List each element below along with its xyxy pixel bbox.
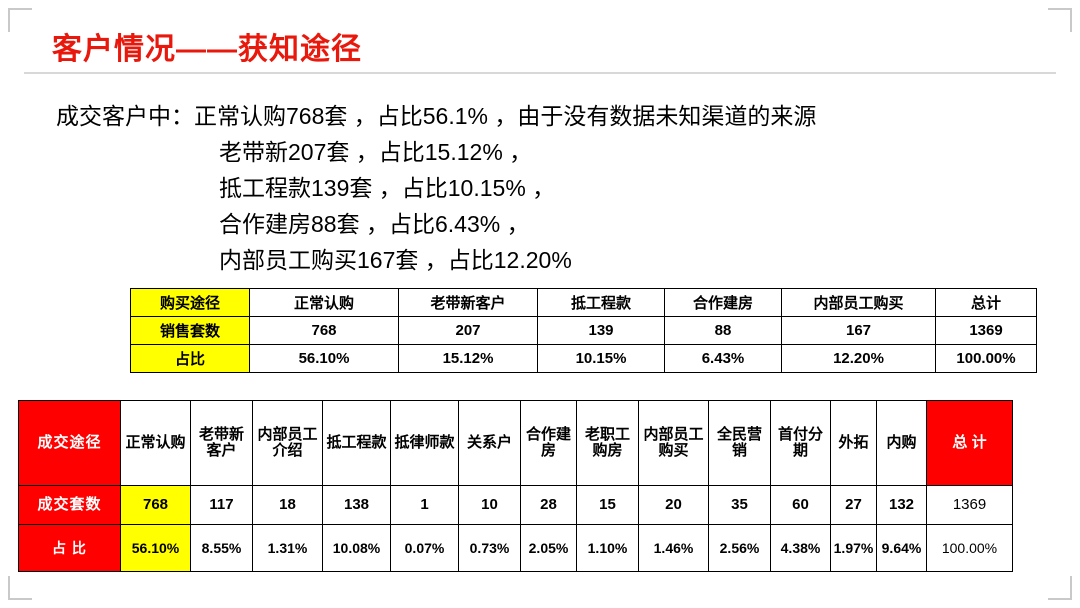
table2-cell: 20 (638, 485, 709, 525)
table2-cell: 15 (576, 485, 639, 525)
corner-mark-bottom-right (1048, 576, 1072, 600)
table2-cell: 0.73% (458, 524, 521, 572)
body-line-3: 抵工程款139套 ，占比10.15% ， (219, 175, 556, 201)
table2-cell: 27 (830, 485, 877, 525)
table2-header-cell: 全民营销 (708, 400, 771, 486)
body-line-5: 内部员工购买167套 ，占比12.20% (219, 247, 572, 273)
table2-cell: 1.97% (830, 524, 877, 572)
table2-cell: 9.64% (876, 524, 927, 572)
table2-cell: 2.05% (520, 524, 577, 572)
table1-header-cell: 合作建房 (664, 288, 782, 317)
table2-cell: 8.55% (190, 524, 253, 572)
detail-table: 成交途径 正常认购 老带新客户 内部员工介绍 抵工程款 抵律师款 关系户 合作建… (18, 400, 1013, 572)
table2-header-cell-total: 总 计 (926, 400, 1013, 486)
table1-header-cell: 购买途径 (130, 288, 250, 317)
table1-cell: 10.15% (537, 344, 665, 373)
table1-cell: 56.10% (249, 344, 399, 373)
table1-cell: 6.43% (664, 344, 782, 373)
body-text: 成交客户中：正常认购768套 ，占比56.1% ，由于没有数据未知渠道的来源 老… (56, 98, 816, 278)
table1-header-cell: 抵工程款 (537, 288, 665, 317)
page-title: 客户情况——获知途径 (52, 33, 362, 66)
table2-cell: 56.10% (120, 524, 191, 572)
table2-header-cell: 老职工购房 (576, 400, 639, 486)
table-row: 成交套数 768 117 18 138 1 10 28 15 20 35 60 … (18, 485, 1013, 525)
body-line-2: 老带新207套 ，占比15.12% ， (219, 139, 533, 165)
table2-cell-total: 1369 (926, 485, 1013, 525)
corner-mark-top-right (1048, 8, 1072, 32)
table2-header-cell: 内部员工购买 (638, 400, 709, 486)
table1-row-label: 销售套数 (130, 316, 250, 345)
table2-cell: 132 (876, 485, 927, 525)
table2-cell: 1.10% (576, 524, 639, 572)
table2-header-cell: 成交途径 (18, 400, 121, 486)
table2-cell: 10.08% (322, 524, 391, 572)
table1-cell: 768 (249, 316, 399, 345)
table1-cell: 167 (781, 316, 936, 345)
table-row: 购买途径 正常认购 老带新客户 抵工程款 合作建房 内部员工购买 总计 (130, 288, 1037, 317)
table2-cell: 18 (252, 485, 323, 525)
table2-header-cell: 抵工程款 (322, 400, 391, 486)
table2-row-label: 占 比 (18, 524, 121, 572)
table2-cell: 28 (520, 485, 577, 525)
table2-cell: 35 (708, 485, 771, 525)
table1-header-cell: 内部员工购买 (781, 288, 936, 317)
table2-header-cell: 抵律师款 (390, 400, 459, 486)
table2-cell: 2.56% (708, 524, 771, 572)
table1-cell: 1369 (935, 316, 1037, 345)
body-line-4: 合作建房88套 ，占比6.43% ， (219, 211, 530, 237)
table1-header-cell: 正常认购 (249, 288, 399, 317)
summary-table: 购买途径 正常认购 老带新客户 抵工程款 合作建房 内部员工购买 总计 销售套数… (130, 288, 1037, 373)
table2-header-cell: 老带新客户 (190, 400, 253, 486)
table-row: 占比 56.10% 15.12% 10.15% 6.43% 12.20% 100… (130, 344, 1037, 373)
table2-header-cell: 内部员工介绍 (252, 400, 323, 486)
table1-header-cell: 总计 (935, 288, 1037, 317)
corner-mark-bottom-left (8, 576, 32, 600)
table2-cell: 1 (390, 485, 459, 525)
title-divider (24, 72, 1056, 74)
table2-header-cell: 合作建房 (520, 400, 577, 486)
table2-header-cell: 内购 (876, 400, 927, 486)
table2-header-cell: 外拓 (830, 400, 877, 486)
table2-cell: 10 (458, 485, 521, 525)
table2-cell-total: 100.00% (926, 524, 1013, 572)
table1-cell: 100.00% (935, 344, 1037, 373)
table2-cell: 4.38% (770, 524, 831, 572)
table2-cell: 1.46% (638, 524, 709, 572)
table1-header-cell: 老带新客户 (398, 288, 538, 317)
table1-row-label: 占比 (130, 344, 250, 373)
table2-cell: 0.07% (390, 524, 459, 572)
table2-cell: 1.31% (252, 524, 323, 572)
table-row: 销售套数 768 207 139 88 167 1369 (130, 316, 1037, 345)
table1-cell: 207 (398, 316, 538, 345)
table-row: 占 比 56.10% 8.55% 1.31% 10.08% 0.07% 0.73… (18, 524, 1013, 572)
table1-cell: 139 (537, 316, 665, 345)
table2-header-cell: 关系户 (458, 400, 521, 486)
table1-cell: 12.20% (781, 344, 936, 373)
table2-cell: 768 (120, 485, 191, 525)
corner-mark-top-left (8, 8, 32, 32)
table2-header-cell: 正常认购 (120, 400, 191, 486)
table1-cell: 88 (664, 316, 782, 345)
table2-row-label: 成交套数 (18, 485, 121, 525)
table2-cell: 117 (190, 485, 253, 525)
table2-cell: 138 (322, 485, 391, 525)
table2-cell: 60 (770, 485, 831, 525)
table2-header-cell: 首付分期 (770, 400, 831, 486)
table1-cell: 15.12% (398, 344, 538, 373)
body-line-1: 成交客户中：正常认购768套 ，占比56.1% ，由于没有数据未知渠道的来源 (56, 103, 817, 129)
table-row: 成交途径 正常认购 老带新客户 内部员工介绍 抵工程款 抵律师款 关系户 合作建… (18, 400, 1013, 486)
